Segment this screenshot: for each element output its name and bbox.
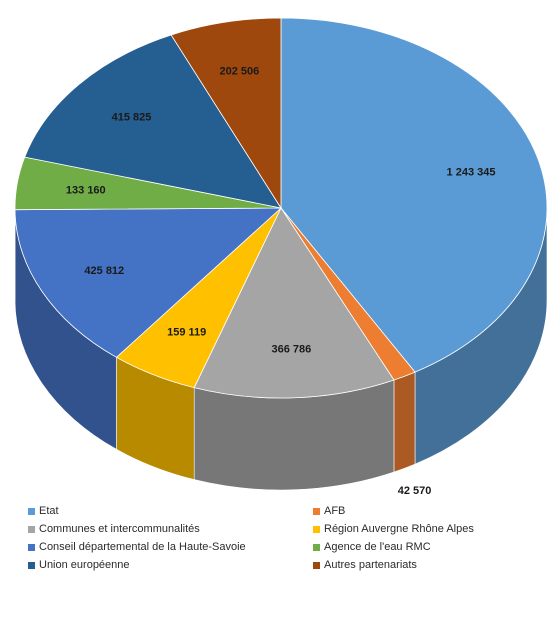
data-label-2: 366 786 [272, 343, 312, 355]
legend-swatch-2 [28, 525, 35, 533]
pie-slice-4 [14, 207, 283, 358]
pie-slice-0 [280, 17, 548, 373]
legend-swatch-4 [28, 543, 35, 551]
legend-label-6: Union européenne [39, 559, 130, 571]
pie-label-group: 1 243 345 42 570 366 786 159 119 425 812 133 … [66, 66, 496, 498]
chart-legend: Etat AFB Communes et intercommunalités Régi… [28, 505, 538, 571]
legend-swatch-6 [28, 561, 35, 569]
legend-swatch-5 [313, 543, 320, 551]
legend-label-4: Conseil départemental de la Haute-Savoie [39, 541, 246, 553]
legend-swatch-3 [313, 525, 320, 533]
legend-item-2: Communes et intercommunalités [28, 523, 313, 535]
legend-label-5: Agence de l'eau RMC [324, 541, 431, 553]
pie-side-group [14, 207, 548, 491]
legend-swatch-7 [313, 561, 320, 569]
data-label-5: 133 160 [66, 185, 106, 197]
legend-item-7: Autres partenariats [313, 559, 538, 571]
pie-slice-6 [24, 34, 282, 209]
legend-swatch-1 [313, 507, 320, 515]
legend-item-3: Région Auvergne Rhône Alpes [313, 523, 538, 535]
legend-label-1: AFB [324, 505, 346, 517]
legend-item-5: Agence de l'eau RMC [313, 541, 538, 553]
legend-label-0: Etat [39, 505, 59, 517]
pie-slice-7 [170, 17, 282, 210]
pie-slice-2 [193, 207, 395, 399]
legend-label-2: Communes et intercommunalités [39, 523, 200, 535]
legend-item-4: Conseil départemental de la Haute-Savoie [28, 541, 313, 553]
data-label-6: 415 825 [112, 112, 152, 124]
data-label-1: 42 570 [398, 485, 432, 497]
legend-item-0: Etat [28, 505, 313, 517]
data-label-4: 425 812 [84, 265, 124, 277]
pie-top-group [14, 17, 548, 399]
legend-label-3: Région Auvergne Rhône Alpes [324, 523, 474, 535]
data-label-0: 1 243 345 [447, 166, 496, 178]
data-label-3: 159 119 [167, 326, 206, 338]
legend-swatch-0 [28, 507, 35, 515]
legend-item-6: Union européenne [28, 559, 313, 571]
pie-side-1 [393, 371, 416, 473]
legend-item-1: AFB [313, 505, 538, 517]
pie-chart: 1 243 345 42 570 366 786 159 119 425 812 133 … [14, 17, 548, 498]
legend-label-7: Autres partenariats [324, 559, 417, 571]
data-label-7: 202 506 [220, 66, 260, 78]
